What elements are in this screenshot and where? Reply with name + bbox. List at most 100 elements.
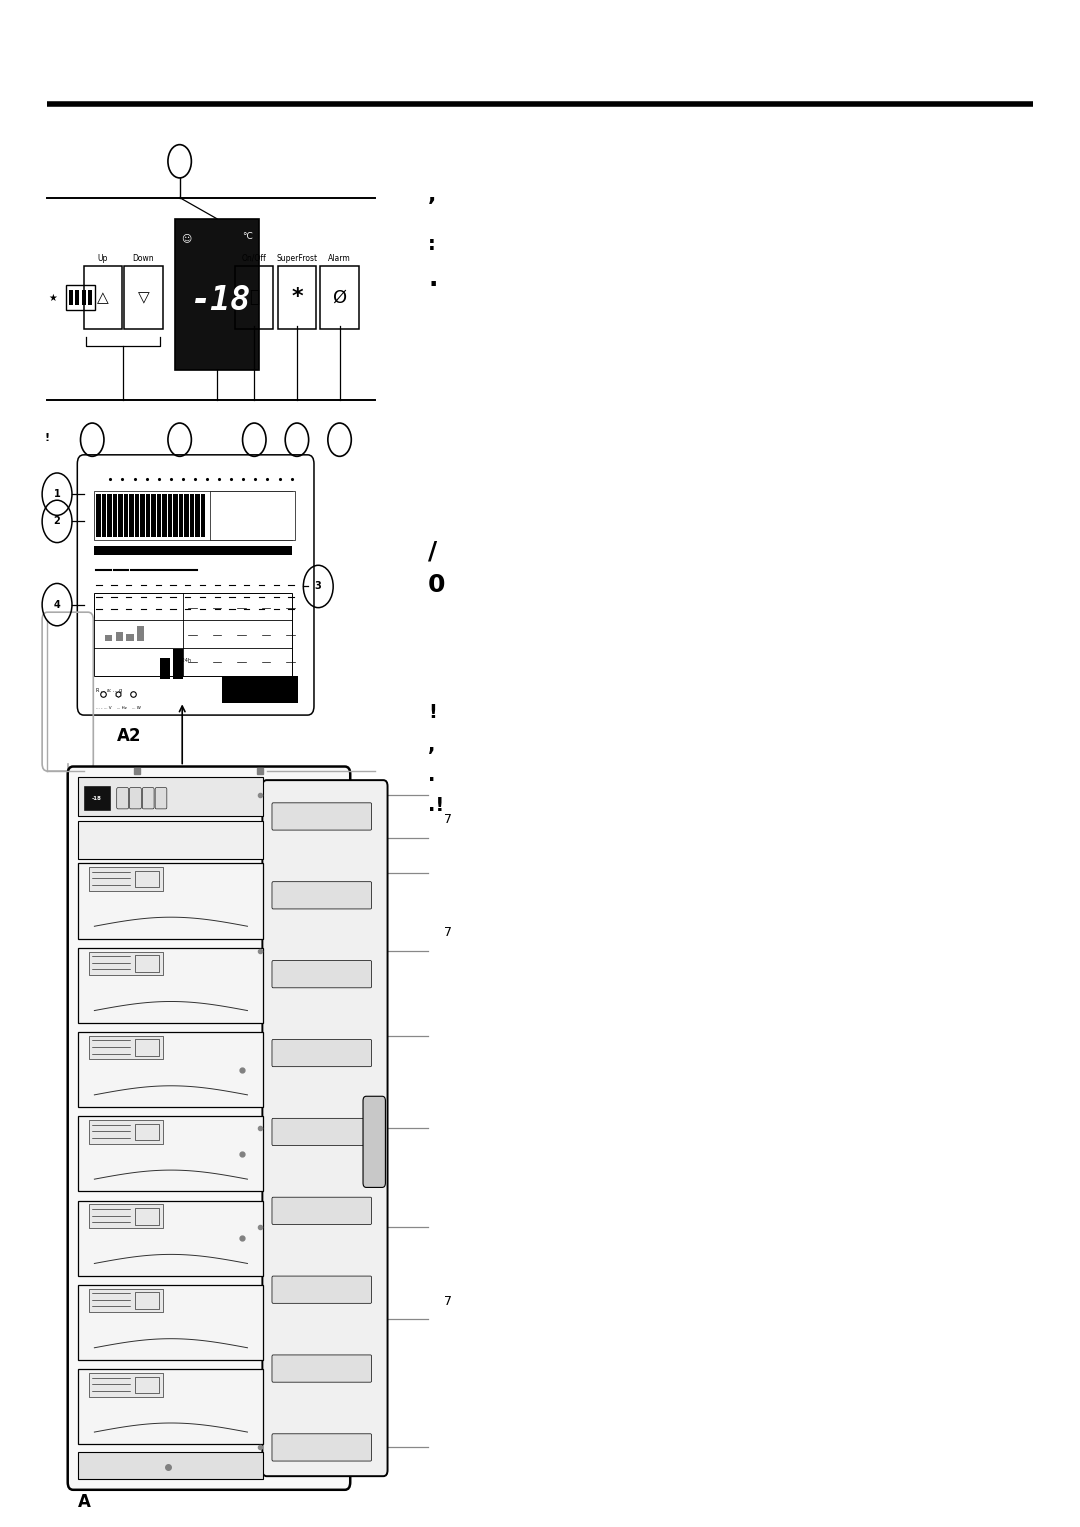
- Text: ,: ,: [428, 736, 435, 754]
- Text: ... - ... V    ... Hz    ... W: ... - ... V ... Hz ... W: [96, 705, 141, 710]
- Bar: [89, 1205, 163, 1228]
- FancyBboxPatch shape: [272, 1118, 372, 1145]
- FancyBboxPatch shape: [68, 767, 350, 1490]
- Bar: [124, 495, 129, 536]
- FancyBboxPatch shape: [363, 1096, 386, 1188]
- Bar: [89, 867, 163, 890]
- Text: A: A: [79, 1493, 91, 1510]
- Bar: [79, 948, 264, 1023]
- FancyBboxPatch shape: [262, 780, 388, 1477]
- Bar: [89, 951, 163, 976]
- Text: -18: -18: [190, 284, 251, 318]
- Text: 2: 2: [54, 516, 60, 527]
- Bar: [201, 495, 205, 536]
- Text: .: .: [428, 767, 435, 785]
- Bar: [135, 1124, 159, 1141]
- Text: *: *: [292, 287, 302, 307]
- Bar: [79, 863, 264, 939]
- Bar: [113, 495, 118, 536]
- Text: 7: 7: [444, 1295, 453, 1307]
- Text: 4: 4: [54, 600, 60, 609]
- Bar: [135, 1208, 159, 1225]
- Bar: [140, 495, 145, 536]
- Bar: [254, 676, 260, 702]
- FancyBboxPatch shape: [272, 803, 372, 831]
- Bar: [66, 286, 95, 310]
- Bar: [79, 1370, 264, 1445]
- FancyBboxPatch shape: [272, 881, 372, 909]
- Bar: [79, 1284, 264, 1361]
- FancyBboxPatch shape: [272, 1040, 372, 1067]
- FancyBboxPatch shape: [130, 788, 141, 809]
- Text: 7: 7: [444, 814, 453, 826]
- Text: !: !: [45, 434, 50, 443]
- Text: Ø: Ø: [333, 289, 347, 307]
- Bar: [89, 1121, 163, 1144]
- Text: °C: °C: [243, 232, 254, 241]
- Bar: [82, 290, 85, 305]
- Bar: [247, 676, 254, 702]
- Bar: [168, 495, 172, 536]
- Bar: [285, 676, 292, 702]
- Bar: [267, 676, 273, 702]
- FancyBboxPatch shape: [272, 960, 372, 988]
- Text: kg/24h: kg/24h: [174, 658, 191, 663]
- Bar: [76, 290, 80, 305]
- Text: .!: .!: [428, 797, 444, 815]
- Bar: [135, 1377, 159, 1393]
- Text: :: :: [428, 235, 436, 253]
- Bar: [175, 218, 258, 370]
- Text: ▽: ▽: [137, 290, 149, 305]
- Text: 1: 1: [54, 489, 60, 499]
- Text: ☺: ☺: [181, 234, 191, 243]
- Text: Up: Up: [97, 253, 108, 263]
- Bar: [234, 676, 241, 702]
- Bar: [89, 1035, 163, 1060]
- Text: ⏻: ⏻: [249, 289, 259, 307]
- Bar: [173, 649, 183, 680]
- Bar: [157, 495, 161, 536]
- Text: 0: 0: [428, 573, 446, 597]
- Bar: [116, 632, 123, 641]
- Bar: [151, 495, 156, 536]
- Bar: [79, 1116, 264, 1191]
- Text: △: △: [97, 290, 109, 305]
- Bar: [79, 777, 264, 817]
- Text: Alarm: Alarm: [328, 253, 351, 263]
- Bar: [79, 1200, 264, 1275]
- Bar: [146, 495, 150, 536]
- FancyBboxPatch shape: [117, 788, 129, 809]
- Bar: [130, 495, 134, 536]
- Bar: [119, 495, 123, 536]
- Bar: [135, 495, 139, 536]
- Bar: [126, 634, 134, 641]
- Text: R ... a: ... g: R ... a: ... g: [96, 687, 123, 693]
- FancyBboxPatch shape: [272, 1277, 372, 1304]
- Bar: [84, 786, 110, 811]
- Bar: [279, 676, 285, 702]
- Bar: [179, 495, 184, 536]
- Bar: [162, 495, 166, 536]
- Bar: [161, 658, 170, 680]
- FancyBboxPatch shape: [272, 1434, 372, 1461]
- FancyBboxPatch shape: [272, 1197, 372, 1225]
- Bar: [89, 1289, 163, 1312]
- Text: -18: -18: [92, 796, 102, 800]
- Text: ,: ,: [428, 185, 436, 205]
- Bar: [108, 495, 111, 536]
- Text: /: /: [428, 539, 437, 563]
- Bar: [174, 495, 178, 536]
- Bar: [190, 495, 194, 536]
- FancyBboxPatch shape: [156, 788, 167, 809]
- Bar: [102, 495, 106, 536]
- Text: Down: Down: [133, 253, 154, 263]
- Bar: [94, 592, 292, 676]
- Bar: [229, 676, 235, 702]
- Bar: [94, 492, 292, 539]
- FancyBboxPatch shape: [272, 1354, 372, 1382]
- Bar: [105, 635, 112, 641]
- Bar: [79, 822, 264, 858]
- Text: A2: A2: [118, 727, 141, 745]
- Bar: [210, 492, 295, 539]
- Bar: [185, 495, 189, 536]
